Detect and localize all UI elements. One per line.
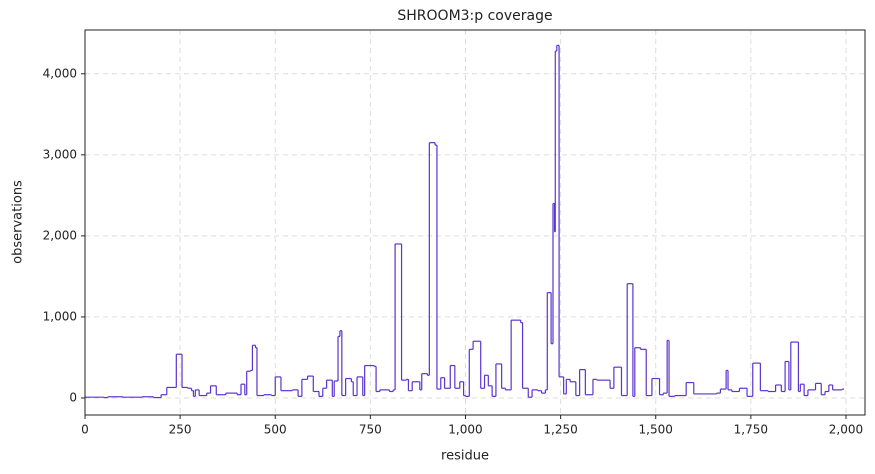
y-tick-label: 3,000 bbox=[43, 147, 77, 161]
chart-title: SHROOM3:p coverage bbox=[397, 8, 552, 24]
x-tick-label: 250 bbox=[169, 423, 192, 437]
y-tick-label: 4,000 bbox=[43, 66, 77, 80]
x-tick-label: 1,750 bbox=[734, 423, 768, 437]
x-axis-label: residue bbox=[441, 449, 489, 464]
x-tick-label: 1,000 bbox=[448, 423, 482, 437]
y-tick-label: 0 bbox=[69, 390, 77, 404]
x-tick-label: 750 bbox=[359, 423, 382, 437]
x-tick-label: 500 bbox=[264, 423, 287, 437]
x-tick-label: 1,500 bbox=[639, 423, 673, 437]
x-tick-label: 2,000 bbox=[829, 423, 863, 437]
plot-frame bbox=[84, 29, 866, 416]
x-tick-label: 0 bbox=[81, 423, 89, 437]
y-tick-label: 2,000 bbox=[43, 228, 77, 242]
x-tick-label: 1,250 bbox=[543, 423, 577, 437]
y-axis-label: observations bbox=[11, 180, 26, 264]
y-tick-label: 1,000 bbox=[43, 309, 77, 323]
